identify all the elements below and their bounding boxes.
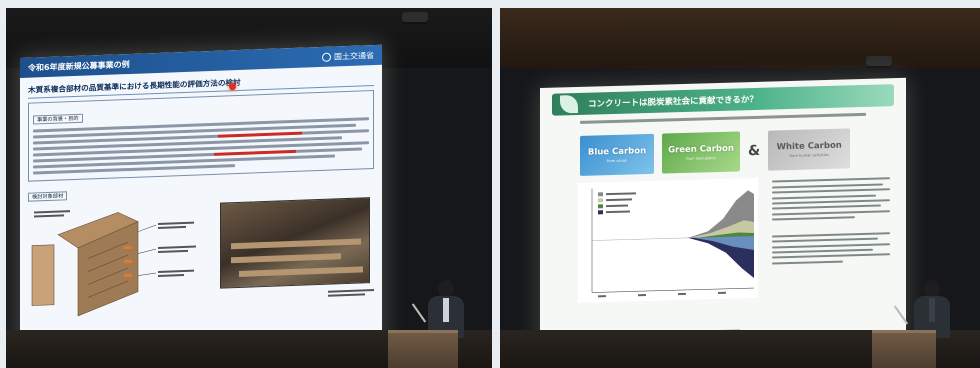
- ministry-logo: 国土交通省: [322, 50, 374, 63]
- factory-photo: [220, 197, 370, 289]
- card-sub: from land plants: [686, 156, 716, 161]
- projected-slide-left: 令和6年度新規公募事業の例 国土交通省 木質系複合部材の品質基準における長期性能…: [20, 44, 382, 354]
- card-label: Blue Carbon: [587, 146, 647, 158]
- left-presentation-photo: 令和6年度新規公募事業の例 国土交通省 木質系複合部材の品質基準における長期性能…: [6, 8, 492, 368]
- ampersand: &: [748, 142, 761, 160]
- figure-area: [28, 193, 374, 324]
- subtitle-line: [580, 112, 866, 124]
- podium: [872, 330, 936, 368]
- ceiling-projector: [402, 12, 428, 22]
- projected-slide-right: コンクリートは脱炭素社会に貢献できるか？ Blue Carbon from oc…: [540, 77, 906, 350]
- podium: [388, 330, 458, 368]
- green-carbon-card: Green Carbon from land plants: [662, 131, 740, 174]
- wood-panel-wall: [500, 8, 980, 68]
- section-label-background: 事業の背景・目的: [33, 113, 83, 125]
- blue-carbon-card: Blue Carbon from ocean: [580, 133, 654, 176]
- carbon-cards: Blue Carbon from ocean Green Carbon from…: [580, 128, 866, 176]
- microphone: [411, 303, 427, 323]
- card-sub: from human activities: [789, 152, 829, 159]
- card-label: Green Carbon: [668, 143, 734, 156]
- card-label: White Carbon: [776, 140, 842, 153]
- photo-caption: [328, 287, 374, 303]
- timber-member-diagram: [31, 210, 196, 317]
- white-carbon-card: White Carbon from human activities: [768, 128, 851, 171]
- slide-header-tag: 令和6年度新規公募事業の例: [28, 59, 130, 73]
- section-label-members: 検討対象部材: [28, 191, 68, 202]
- ministry-name: 国土交通省: [334, 50, 374, 61]
- leaf-icon: [560, 94, 578, 114]
- slide-body-text: [772, 174, 890, 268]
- slide-title: コンクリートは脱炭素社会に貢献できるか？: [588, 94, 758, 110]
- ministry-emblem-icon: [322, 52, 331, 62]
- carbon-flux-graph: [578, 177, 758, 303]
- card-sub: from ocean: [606, 158, 628, 164]
- right-presentation-photo: コンクリートは脱炭素社会に貢献できるか？ Blue Carbon from oc…: [500, 8, 980, 368]
- ceiling-projector: [866, 56, 892, 66]
- slide-title-bar: コンクリートは脱炭素社会に貢献できるか？: [552, 84, 894, 116]
- background-purpose-box: 事業の背景・目的: [28, 90, 374, 182]
